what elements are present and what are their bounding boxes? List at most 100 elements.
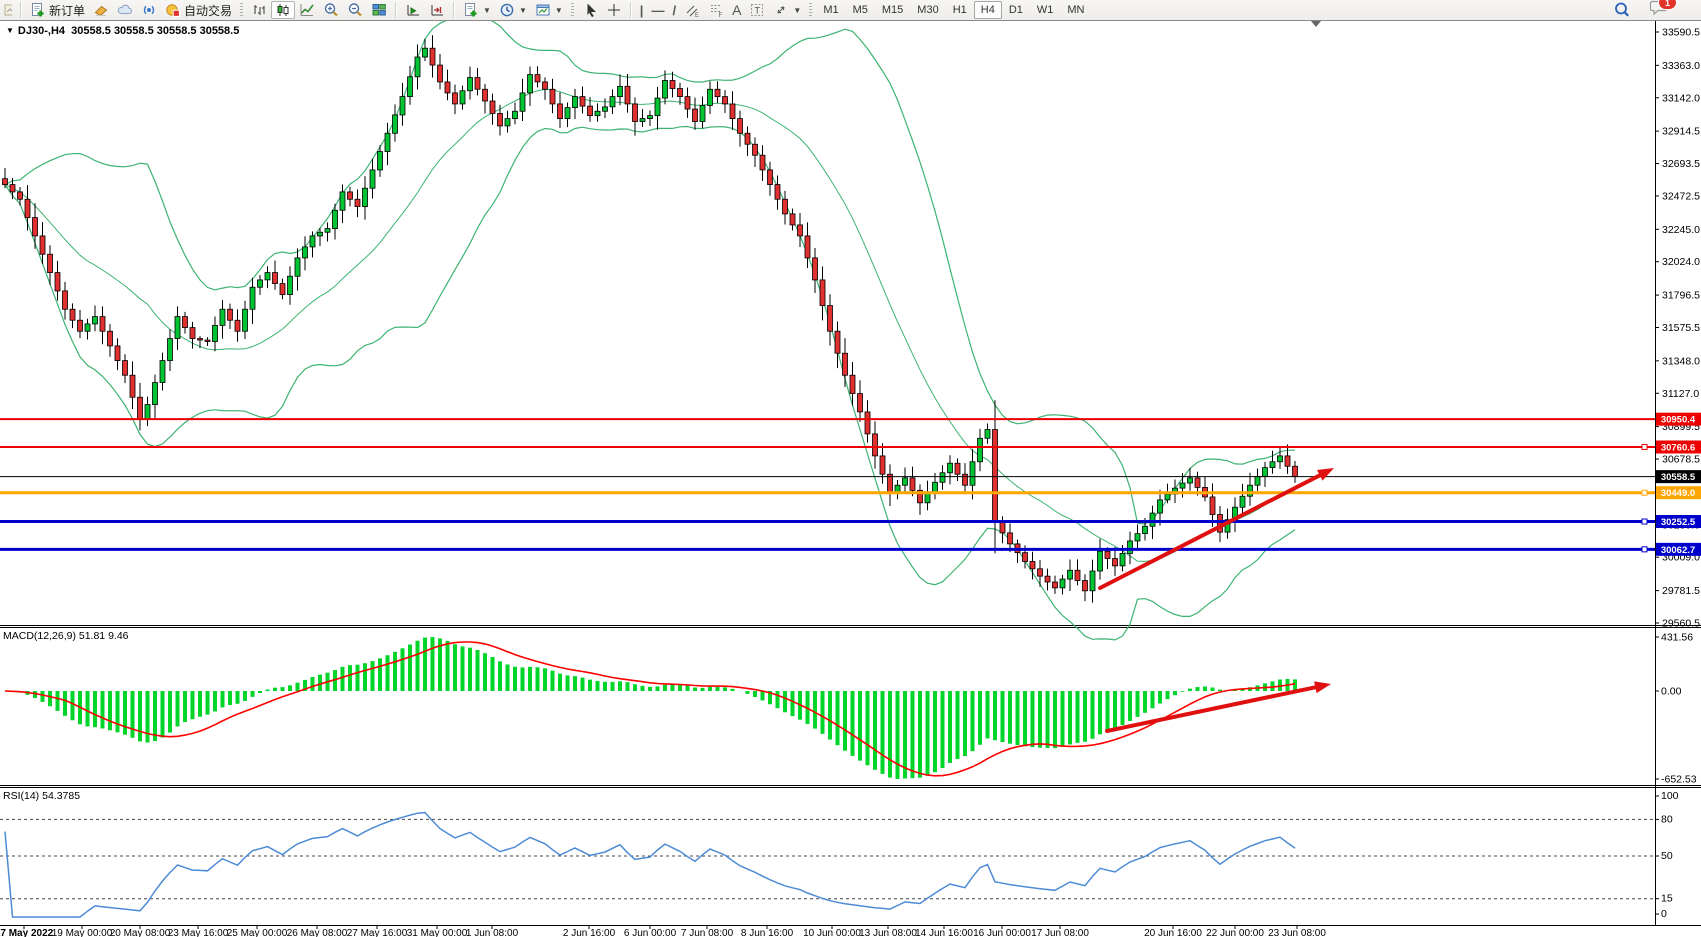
cursor-tool-button[interactable] [578, 1, 602, 19]
separator [629, 2, 632, 18]
candle-body [204, 339, 211, 342]
timeframe-m5-button[interactable]: M5 [846, 1, 875, 19]
price-tick-label: 32245.0 [1662, 224, 1700, 236]
line-handle[interactable] [1641, 489, 1648, 496]
bollinger-lower-band [4, 125, 1296, 641]
candle-body [542, 81, 548, 90]
candle-body [1097, 550, 1103, 572]
timeframe-m1-button[interactable]: M1 [816, 1, 845, 19]
line-handle[interactable] [1641, 546, 1648, 553]
crosshair-tool-button[interactable] [602, 1, 626, 19]
chat-button[interactable]: 1 [1649, 0, 1677, 21]
auto-trading-button[interactable]: 自动交易 [161, 1, 236, 19]
candle-body [1149, 512, 1156, 527]
price-tag-label: 30062.7 [1661, 545, 1695, 556]
timeframe-h1-button[interactable]: H1 [946, 1, 974, 19]
notification-badge: 1 [1658, 0, 1677, 10]
line-handle[interactable] [1641, 444, 1648, 451]
signal-button[interactable] [137, 1, 161, 19]
arrows-tool-button[interactable]: ▼ [769, 1, 805, 19]
horizontal-line-tool-button[interactable]: — [647, 1, 668, 19]
rsi-label: RSI(14) 54.3785 [3, 790, 80, 802]
candle-body [512, 110, 518, 119]
candle-body [1164, 493, 1171, 501]
auto-scroll-button[interactable] [401, 1, 425, 19]
candlestick-mode-button[interactable] [271, 1, 296, 19]
new-order-button[interactable]: 新订单 [26, 1, 89, 19]
line-chart-mode-button[interactable] [295, 1, 319, 19]
candle-body [159, 360, 166, 383]
timeframe-m15-button[interactable]: M15 [875, 1, 910, 19]
candle-body [1067, 569, 1073, 580]
zoom-in-button[interactable] [319, 1, 343, 19]
trend-arrow-shaft[interactable] [1105, 685, 1318, 733]
line-handle[interactable] [1641, 518, 1648, 525]
channel-tool-button[interactable]: E [680, 1, 704, 19]
candle-body [737, 118, 743, 134]
candle-body [1209, 496, 1216, 515]
label-tool-button[interactable]: T [745, 1, 769, 19]
zoom-out-button[interactable] [343, 1, 367, 19]
trend-arrow[interactable] [1105, 681, 1331, 733]
candle-body [1134, 533, 1141, 542]
price-tag-label: 30558.5 [1661, 472, 1696, 483]
indicators-button[interactable]: ▼ [459, 1, 495, 19]
price-tick-label: 32914.5 [1662, 126, 1700, 138]
timeframe-d1-button[interactable]: D1 [1002, 1, 1030, 19]
bollinger-bands [4, 14, 1296, 641]
eraser-icon [94, 5, 108, 17]
timeframe-h4-button[interactable]: H4 [973, 1, 1002, 19]
text-tool-button[interactable]: A [728, 1, 745, 19]
eraser-button[interactable] [89, 1, 113, 19]
trend-arrow[interactable] [1098, 468, 1334, 590]
candle-body [1292, 465, 1298, 478]
candle-body [227, 308, 233, 321]
candle-body [1254, 476, 1261, 486]
chart-shift-marker[interactable] [1311, 21, 1321, 27]
chart-shift-button[interactable] [425, 1, 449, 19]
templates-button[interactable]: ▼ [531, 1, 567, 19]
candle-body [137, 396, 143, 420]
bar-chart-mode-button[interactable] [247, 1, 271, 19]
candle-body [1179, 482, 1186, 489]
candle-body [722, 96, 728, 105]
candle-body [107, 330, 113, 347]
candle-body [414, 56, 421, 78]
toolbar-grip [809, 3, 813, 17]
candle-body [879, 455, 886, 475]
periods-button[interactable]: ▼ [495, 1, 531, 19]
timeframe-mn-button[interactable]: MN [1060, 1, 1091, 19]
rsi-tick-label: 80 [1661, 813, 1673, 825]
candle-body [84, 323, 91, 332]
candle-body [1104, 550, 1111, 559]
time-tick-label: 2 Jun 16:00 [563, 928, 616, 937]
vertical-line-tool-button[interactable]: | [636, 1, 648, 19]
timeframe-w1-button[interactable]: W1 [1030, 1, 1061, 19]
candle-body [1059, 578, 1066, 589]
candle-body [947, 462, 953, 474]
symbol-dropdown-icon[interactable]: ▼ [6, 26, 14, 35]
candle-body [984, 429, 991, 439]
candle-body [1074, 569, 1081, 581]
tile-windows-button[interactable] [367, 1, 391, 19]
zoom-in-icon [324, 3, 338, 17]
candle-body [272, 272, 278, 284]
rsi-values: 54.3785 [42, 790, 81, 802]
candle-body [242, 308, 248, 332]
search-button[interactable] [1609, 1, 1635, 19]
time-tick-label: 25 May 00:00 [227, 928, 288, 937]
candle-body [62, 290, 68, 310]
fibonacci-tool-button[interactable]: F [704, 1, 728, 19]
publisher-button[interactable] [113, 1, 137, 19]
price-tick-label: 32024.0 [1662, 256, 1700, 268]
trend-arrow-shaft[interactable] [1098, 473, 1322, 590]
time-tick-label: 20 Jun 16:00 [1144, 928, 1202, 937]
separator [395, 2, 398, 18]
trendline-tool-button[interactable]: / [668, 1, 680, 19]
timeframe-m30-button[interactable]: M30 [910, 1, 945, 19]
candle-body [1157, 499, 1163, 514]
candle-body [707, 88, 713, 106]
candle-body [2, 178, 8, 185]
clipped-toolbar-icon[interactable] [0, 0, 16, 20]
